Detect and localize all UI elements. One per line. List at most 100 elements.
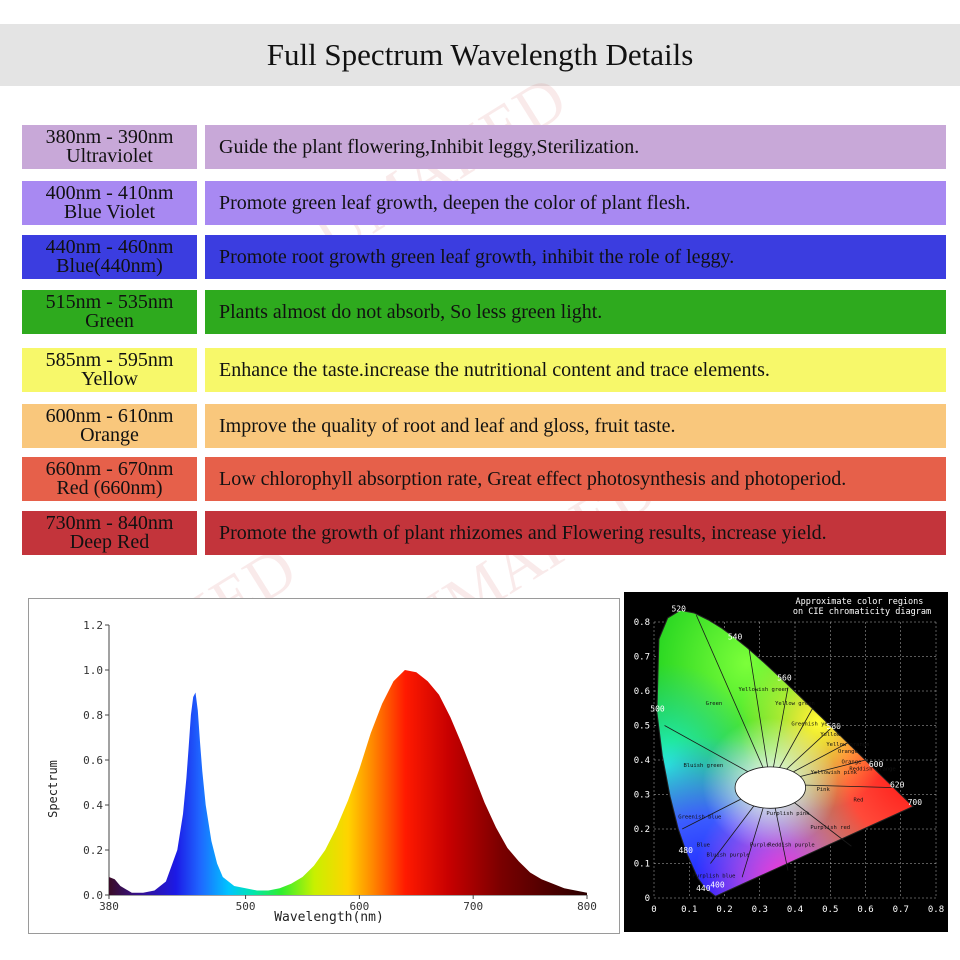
cie-color-fill [656,610,914,897]
band-range-cell: 585nm - 595nm Yellow [22,348,197,392]
spectrum-tick-labels: 0.0 0.2 0.4 0.6 0.8 1.0 1.2 380 500 600 700 800 [83,619,597,913]
cie-x-tick-label: 0.3 [752,905,768,915]
cie-wavelength-label: 400 [710,881,725,890]
band-range-cell: 515nm - 535nm Green [22,290,197,334]
band-description: Guide the plant flowering,Inhibit leggy,… [205,125,946,169]
cie-region-label: Blue [697,842,710,848]
band-name-text: Ultraviolet [66,145,153,167]
cie-region-label: Bluish purple [707,853,750,859]
cie-region-label: Purple [750,842,770,848]
band-row: 400nm - 410nm Blue Violet Promote green le… [22,181,946,225]
x-tick-label: 380 [99,900,119,913]
cie-region-label: Purplish red [810,825,850,831]
cie-y-tick-label: 0.7 [634,653,650,663]
band-range-text: 585nm - 595nm [45,349,174,371]
cie-region-label: Yellowish green [738,687,788,693]
band-description: Promote root growth green leaf growth, i… [205,235,946,279]
cie-wavelength-label: 480 [678,846,693,855]
band-name-text: Deep Red [69,531,150,553]
band-name-text: Blue(440nm) [56,255,163,277]
band-range-text: 440nm - 460nm [45,236,174,258]
band-name-text: Yellow [81,368,138,390]
band-name-text: Blue Violet [63,201,156,223]
band-description: Low chlorophyll absorption rate, Great e… [205,457,946,501]
band-row: 600nm - 610nm Orange Improve the quality o… [22,404,946,448]
cie-x-tick-label: 0.6 [857,905,873,915]
cie-region-line [748,649,771,785]
band-description: Improve the quality of root and leaf and… [205,404,946,448]
cie-y-tick-label: 0.2 [634,825,650,835]
band-row: 585nm - 595nm Yellow Enhance the taste.inc… [22,348,946,392]
cie-wavelength-label: 440 [696,884,711,893]
cie-region-label: Yellow orange [826,742,869,748]
cie-region-label: Purplish blue [692,873,735,879]
spectrum-chart: 0.0 0.2 0.4 0.6 0.8 1.0 1.2 380 500 600 700 800 Wav… [46,619,597,925]
cie-region-label: Orange [841,759,861,765]
band-row: 380nm - 390nm Ultraviolet Guide the plant … [22,125,946,169]
band-description: Plants almost do not absorb, So less gre… [205,290,946,334]
x-tick-label: 600 [349,900,369,913]
cie-wavelength-label: 700 [908,798,923,807]
band-range-cell: 380nm - 390nm Ultraviolet [22,125,197,169]
cie-chromaticity-diagram: 0 0.1 0.2 0.3 0.4 0.5 0.6 0.7 0.8 0 0.1 0.2 0.3 0.4 0.… [634,597,944,915]
band-description: Enhance the taste.increase the nutrition… [205,348,946,392]
band-description: Promote the growth of plant rhizomes and… [205,511,946,555]
cie-region-label: Green [706,701,723,707]
band-range-cell: 400nm - 410nm Blue Violet [22,181,197,225]
band-range-text: 380nm - 390nm [45,126,174,148]
x-tick-label: 800 [577,900,597,913]
y-tick-label: 0.0 [83,889,103,902]
band-range-cell: 730nm - 840nm Deep Red [22,511,197,555]
spectrum-area [109,670,587,895]
band-range-text: 400nm - 410nm [45,182,174,204]
band-description: Promote green leaf growth, deepen the co… [205,181,946,225]
y-tick-label: 0.4 [83,799,103,812]
cie-region-label: Yellow green [775,701,815,707]
y-tick-label: 0.6 [83,754,103,767]
cie-y-tick-label: 0.6 [634,687,650,697]
cie-x-tick-label: 0.2 [716,905,732,915]
cie-x-tick-label: 0.7 [893,905,909,915]
cie-wavelength-label: 620 [890,781,905,790]
spectral-locus [656,609,914,897]
y-tick-label: 0.2 [83,844,103,857]
cie-x-tick-label: 0 [651,905,656,915]
cie-region-label: Pink [817,787,831,793]
cie-region-label: Red [853,797,863,803]
page-title: Full Spectrum Wavelength Details [266,37,694,72]
band-row: 730nm - 840nm Deep Red Promote the growth … [22,511,946,555]
cie-y-tick-label: 0.1 [634,860,650,870]
cie-x-tick-label: 0.8 [928,905,944,915]
band-range-cell: 600nm - 610nm Orange [22,404,197,448]
cie-wavelength-label: 580 [827,722,842,731]
band-name-text: Red (660nm) [56,477,163,499]
y-tick-label: 1.2 [83,619,103,632]
cie-x-tick-label: 0.1 [681,905,697,915]
x-tick-label: 500 [236,900,256,913]
cie-region-label: Greenish yellow [791,722,841,728]
cie-white-region [734,766,806,809]
band-range-text: 660nm - 670nm [45,458,174,480]
x-axis-label: Wavelength(nm) [274,910,384,925]
band-range-text: 730nm - 840nm [45,512,174,534]
header-bar: Full Spectrum Wavelength Details [0,24,960,86]
y-tick-label: 1.0 [83,664,103,677]
cie-diagram-panel: 0 0.1 0.2 0.3 0.4 0.5 0.6 0.7 0.8 0 0.1 0.2 0.3 0.4 0.… [624,592,948,932]
cie-y-tick-label: 0 [645,894,650,904]
cie-x-tick-label: 0.5 [822,905,838,915]
band-range-text: 515nm - 535nm [45,291,174,313]
cie-wavelength-label: 560 [777,674,792,683]
cie-region-lines [664,614,894,878]
cie-region-label: Orange [838,749,858,755]
band-range-text: 600nm - 610nm [45,405,174,427]
cie-region-label: Reddish purple [768,842,814,848]
cie-y-tick-label: 0.8 [634,618,650,628]
band-row: 515nm - 535nm Green Plants almost do not a… [22,290,946,334]
cie-y-tick-label: 0.3 [634,791,650,801]
cie-region-label: Reddish orange [849,766,895,772]
cie-y-tick-label: 0.4 [634,756,650,766]
y-tick-label: 0.8 [83,709,103,722]
band-range-cell: 660nm - 670nm Red (660nm) [22,457,197,501]
band-row: 440nm - 460nm Blue(440nm) Promote root gro… [22,235,946,279]
cie-wavelength-label: 600 [869,760,884,769]
